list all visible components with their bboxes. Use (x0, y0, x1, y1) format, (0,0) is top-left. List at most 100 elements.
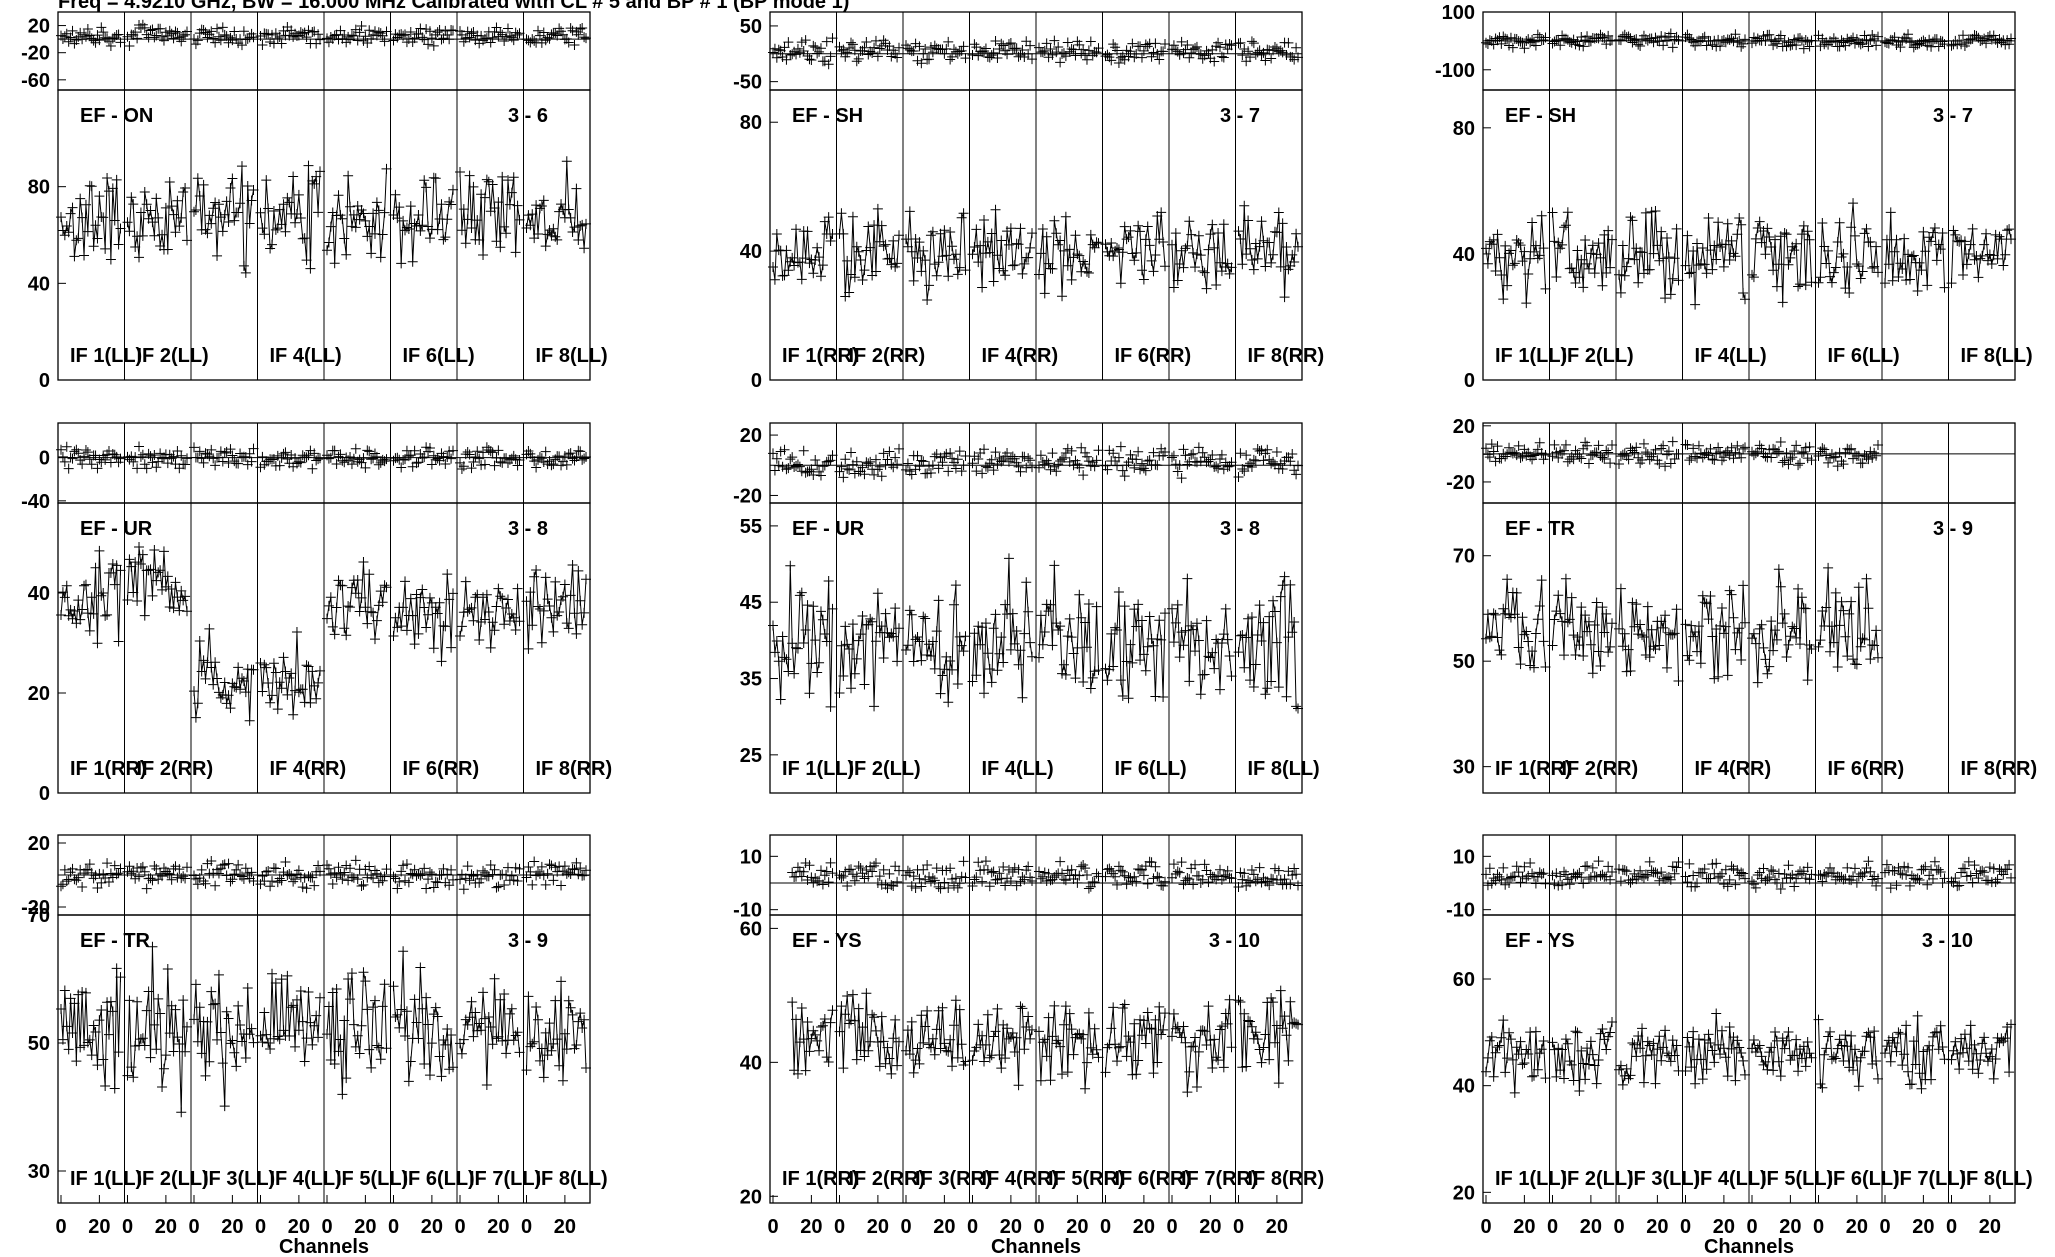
amp-point (329, 629, 340, 640)
amp-point (307, 1039, 318, 1050)
amp-point (1965, 1020, 1976, 1031)
phase-point (581, 33, 591, 44)
phase-point (1025, 40, 1036, 51)
amp-point (244, 715, 255, 726)
amp-series-line (326, 562, 387, 640)
phase-point (309, 26, 320, 37)
phase-point (198, 24, 209, 35)
amp-point (1684, 655, 1695, 666)
amp-point (1711, 254, 1722, 265)
amp-point (1758, 642, 1769, 653)
amp-point (381, 163, 392, 174)
phase-point (1245, 52, 1256, 63)
phase-point (1806, 35, 1817, 46)
amp-point (109, 215, 120, 226)
amp-point (103, 1029, 114, 1040)
phase-point (424, 26, 435, 37)
amp-point (990, 609, 1001, 620)
amp-point (906, 246, 917, 257)
amp-point (1279, 292, 1290, 303)
amp-point (1211, 279, 1222, 290)
amp-point (1560, 220, 1571, 231)
phase-point (1848, 32, 1859, 43)
amp-point (1123, 693, 1134, 704)
phase-point (166, 28, 177, 39)
amp-point (1693, 1034, 1704, 1045)
amp-point (1504, 1027, 1515, 1038)
phase-point (1521, 35, 1532, 46)
amp-point (1233, 226, 1244, 237)
phase-point (1154, 54, 1165, 65)
amp-point (1684, 268, 1695, 279)
amp-point (153, 993, 164, 1004)
amp-point (84, 625, 95, 636)
amp-point (1125, 639, 1136, 650)
phase-point (1007, 44, 1018, 55)
amp-tick-label: 45 (740, 592, 762, 614)
amp-point (301, 255, 312, 266)
x-axis-label: Channels (991, 1236, 1081, 1257)
amp-point (360, 602, 371, 613)
phase-point (937, 44, 948, 55)
phase-point (432, 27, 443, 38)
amp-point (348, 209, 359, 220)
amp-series-line (127, 546, 188, 616)
amp-point (368, 1002, 379, 1013)
phase-point (1853, 37, 1864, 48)
amp-point (1802, 675, 1813, 686)
phase-point (1863, 41, 1874, 52)
amp-point (1066, 1024, 1077, 1035)
amp-point (1823, 1031, 1834, 1042)
amp-point (931, 270, 942, 281)
amp-point (1498, 603, 1509, 614)
amp-point (464, 604, 475, 615)
amp-point (867, 1009, 878, 1020)
amp-point (71, 1056, 82, 1067)
amp-point (481, 174, 492, 185)
amp-point (1826, 621, 1837, 632)
amp-point (861, 988, 872, 999)
phase-point (1967, 877, 1978, 888)
amp-point (440, 621, 451, 632)
amp-point (1762, 223, 1773, 234)
amp-point (1614, 269, 1624, 280)
amp-point (313, 207, 324, 218)
amp-point (559, 1028, 570, 1039)
amp-point (1235, 630, 1246, 641)
amp-point (1897, 263, 1908, 274)
amp-point (1585, 248, 1596, 259)
amp-point (1770, 234, 1781, 245)
amp-point (561, 156, 572, 167)
amp-point (534, 203, 545, 214)
phase-point (527, 879, 538, 890)
amp-point (231, 1061, 242, 1072)
amp-point (808, 268, 819, 279)
phase-point (1160, 39, 1170, 50)
amp-point (1201, 615, 1212, 626)
phase-point (1578, 41, 1589, 52)
phase-point (1011, 43, 1022, 54)
phase-point (531, 462, 542, 473)
amp-point (796, 587, 807, 598)
phase-point (1481, 37, 1491, 48)
amp-point (849, 272, 860, 283)
amp-point (1248, 264, 1259, 275)
phase-point (1656, 31, 1667, 42)
amp-point (485, 1022, 496, 1033)
amp-point (75, 193, 86, 204)
phase-tick-label: 0 (39, 448, 50, 470)
x-tick-label: 20 (421, 1216, 443, 1238)
amp-point (506, 187, 517, 198)
amp-point (1775, 1071, 1786, 1082)
amp-point (563, 995, 574, 1006)
amp-point (111, 174, 122, 185)
phase-point (59, 864, 70, 875)
amp-point (906, 609, 917, 620)
phase-point (421, 24, 432, 35)
amp-point (1536, 210, 1547, 221)
amp-point (135, 559, 146, 570)
phase-point (1140, 39, 1151, 50)
phase-point (1271, 447, 1282, 458)
phase-point (771, 52, 782, 63)
baseline-label: EF - TR (80, 930, 151, 952)
